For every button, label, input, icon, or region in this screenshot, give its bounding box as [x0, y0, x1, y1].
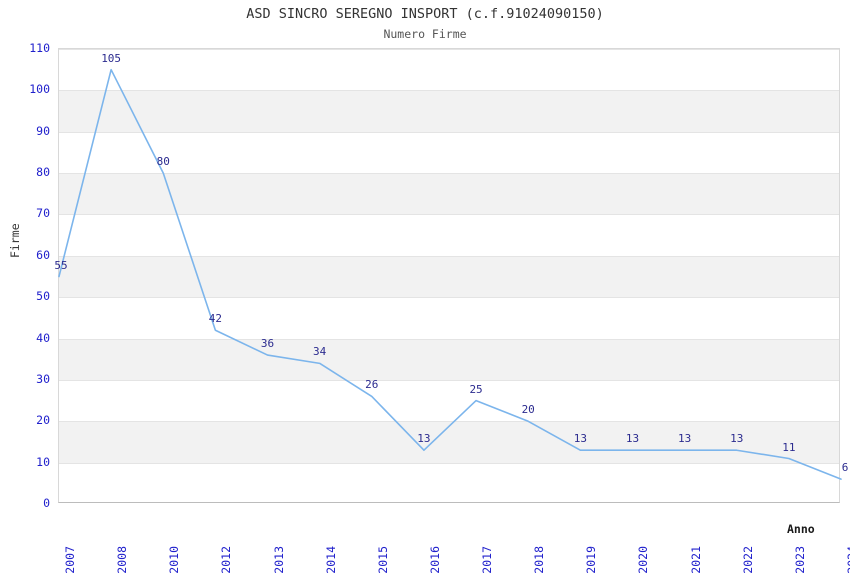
- data-point-label: 13: [573, 432, 587, 446]
- data-point-label: 11: [782, 440, 796, 454]
- gridline: [59, 214, 839, 216]
- data-point-label: 26: [365, 378, 379, 392]
- x-axis-tick-label: 2008: [115, 546, 130, 574]
- chart-subtitle: Numero Firme: [383, 27, 467, 41]
- x-axis-tick-label: 2019: [584, 546, 599, 574]
- grid-band: [59, 421, 839, 463]
- y-axis-tick-label: 100: [29, 82, 50, 97]
- data-point-label: 25: [469, 382, 483, 396]
- gridline: [59, 90, 839, 92]
- y-axis-tick-label: 30: [36, 371, 50, 386]
- y-axis-tick-label: 20: [36, 413, 50, 428]
- gridline: [59, 297, 839, 299]
- y-axis-title: Firme: [8, 223, 22, 258]
- x-axis-tick-label: 2016: [427, 546, 442, 574]
- gridline: [59, 255, 839, 257]
- x-axis-tick-label: 2010: [167, 546, 182, 574]
- x-axis-tick-label: 2007: [63, 546, 77, 574]
- x-axis-tick-label: 2014: [323, 546, 338, 574]
- y-axis-tick-label: 70: [36, 206, 50, 221]
- y-axis-tick-labels: 0 10 20 30 40 50 60 70 80 90 100 110: [0, 41, 50, 510]
- x-axis-tick-label: 2013: [271, 546, 286, 574]
- gridline: [59, 421, 839, 423]
- series-line-chart: [58, 68, 842, 480]
- y-axis-tick-label: 80: [36, 165, 50, 180]
- y-axis-tick-label: 90: [36, 123, 50, 138]
- data-point-label: 6: [841, 461, 849, 475]
- x-axis-tick-label: 2012: [219, 546, 234, 574]
- data-point-label: 13: [730, 432, 744, 446]
- x-axis-tick-label: 2017: [480, 546, 495, 574]
- data-point-label: 42: [208, 312, 223, 326]
- plot-area: 55 105 80 42 36 34 26 13 25 20 13 13 13 13 11 6: [54, 48, 848, 503]
- gridline: [59, 173, 839, 175]
- y-axis-tick-label: 10: [36, 454, 50, 469]
- x-axis-title: Anno: [787, 522, 815, 536]
- gridline: [59, 379, 839, 381]
- grid-band: [59, 173, 839, 215]
- data-point-label: 13: [625, 432, 640, 446]
- gridline: [59, 131, 839, 133]
- grid-band: [59, 338, 839, 380]
- x-axis-tick-label: 2015: [375, 546, 390, 574]
- data-point-label: 13: [417, 432, 431, 446]
- x-axis-tick-label: 2021: [688, 546, 703, 574]
- data-point-label: 105: [101, 51, 122, 65]
- chart-title: ASD SINCRO SEREGNO INSPORT (c.f.91024090…: [246, 6, 604, 22]
- y-axis-tick-label: 60: [36, 247, 50, 262]
- y-axis-tick-label: 50: [36, 289, 50, 304]
- y-axis-tick-label: 0: [43, 496, 50, 510]
- y-axis-tick-label: 110: [29, 41, 50, 55]
- data-point-label: 55: [54, 258, 68, 272]
- x-axis-tick-label: 2023: [792, 546, 807, 574]
- data-point-label: 13: [677, 432, 692, 446]
- series-line-path: [58, 68, 842, 480]
- y-axis-tick-label: 40: [36, 330, 50, 345]
- data-point-label: 80: [156, 155, 170, 169]
- gridline: [59, 49, 839, 50]
- grid-band: [59, 90, 839, 132]
- grid-band: [59, 255, 839, 298]
- data-point-label: 20: [521, 403, 535, 417]
- data-point-label: 36: [260, 337, 275, 351]
- x-axis-tick-label: 2022: [740, 546, 755, 574]
- chart-container: ASD SINCRO SEREGNO INSPORT (c.f.91024090…: [0, 6, 850, 574]
- x-axis-tick-label: 2018: [532, 546, 547, 574]
- gridline: [59, 338, 839, 340]
- x-axis-tick-label: 2024: [845, 546, 850, 574]
- data-point-label: 34: [313, 345, 327, 359]
- x-axis-tick-labels: 2007 2008 2010 2012 2013 2014 2015 2016 2017 2018…: [58, 506, 850, 574]
- x-axis-tick-label: 2020: [636, 546, 651, 574]
- gridline: [59, 462, 839, 464]
